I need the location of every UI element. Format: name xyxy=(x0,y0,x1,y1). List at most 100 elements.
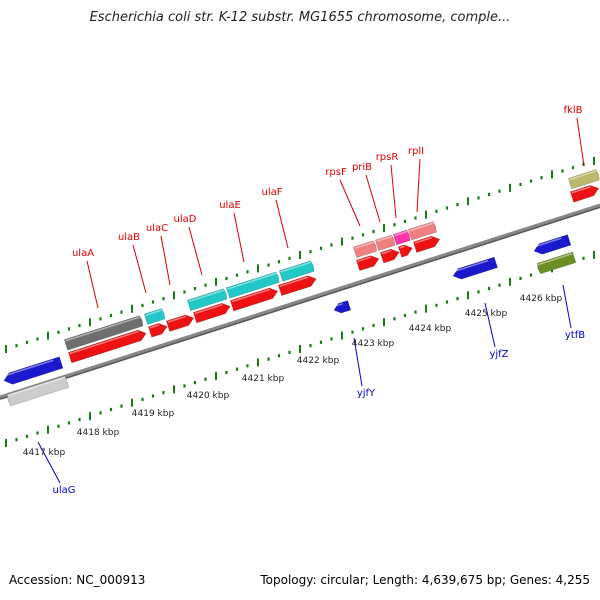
kbp-label: 4422 kbp xyxy=(297,356,340,366)
gene-label-ulaG: ulaG xyxy=(53,485,76,496)
cds-forward-10-highlight xyxy=(571,186,592,194)
kbp-label: 4421 kbp xyxy=(242,374,285,384)
gene-label-fklB-leader xyxy=(576,117,585,167)
kbp-label: 4419 kbp xyxy=(132,409,175,419)
cds-forward-5-highlight xyxy=(279,276,309,287)
gene-ulaD-shape[interactable] xyxy=(186,288,228,312)
topology-label: Topology: circular; Length: 4,639,675 bp… xyxy=(260,573,590,587)
gene-label-rplI: rplI xyxy=(408,146,424,157)
cds-forward-5[interactable] xyxy=(277,274,318,297)
gene-ulaD-highlight xyxy=(188,289,225,303)
gene-label-ulaF-leader xyxy=(275,199,289,249)
gene-rev-right[interactable] xyxy=(532,234,572,257)
kbp-label: 4424 kbp xyxy=(409,324,452,334)
gene-fklB[interactable] xyxy=(567,169,600,190)
gene-label-ulaD: ulaD xyxy=(174,214,197,225)
cds-forward-0[interactable] xyxy=(67,328,148,364)
cds-forward-6-shape[interactable] xyxy=(355,253,380,272)
gene-label-rpsF: rpsF xyxy=(325,167,347,178)
cds-forward-9[interactable] xyxy=(412,234,441,253)
kbp-label: 4417 kbp xyxy=(23,448,66,458)
gene-ulaG-shape[interactable] xyxy=(6,375,70,407)
cds-forward-0-shape[interactable] xyxy=(67,328,148,364)
cds-forward-6[interactable] xyxy=(355,253,380,272)
gene-ulaF-shape[interactable] xyxy=(278,260,315,282)
gene-ulaA-shape[interactable] xyxy=(63,315,144,351)
gene-priB-shape[interactable] xyxy=(374,234,396,251)
gene-priB[interactable] xyxy=(374,234,396,251)
gene-label-ulaB: ulaB xyxy=(118,232,140,243)
cds-forward-3-highlight xyxy=(194,303,223,315)
cds-forward-2-shape[interactable] xyxy=(165,313,195,332)
cds-forward-1-highlight xyxy=(149,324,160,329)
cds-forward-10[interactable] xyxy=(569,183,600,203)
cds-forward-3-shape[interactable] xyxy=(192,301,232,324)
backbone-line xyxy=(0,203,600,399)
gene-yjfY-shape[interactable] xyxy=(332,300,352,314)
gene-rpsR-shape[interactable] xyxy=(392,229,411,246)
gene-rev-left-shape[interactable] xyxy=(2,356,64,387)
gene-label-rpsF-leader xyxy=(339,179,361,227)
cds-forward-1-shape[interactable] xyxy=(147,321,168,338)
gene-ulaG[interactable] xyxy=(6,375,70,407)
cds-forward-9-shape[interactable] xyxy=(412,234,441,253)
gene-yjfZ-shape[interactable] xyxy=(451,256,498,281)
gene-rpsF-shape[interactable] xyxy=(352,240,378,259)
gene-label-fklB: fklB xyxy=(564,105,583,116)
gene-ulaE-highlight xyxy=(227,272,277,290)
gene-priB-highlight xyxy=(376,235,393,242)
kbp-label: 4423 kbp xyxy=(352,339,395,349)
gene-ulaB-shape[interactable] xyxy=(143,308,166,325)
cds-forward-8[interactable] xyxy=(397,243,414,258)
cds-forward-3[interactable] xyxy=(192,301,232,324)
cds-forward-1[interactable] xyxy=(147,321,168,338)
gene-rev-left[interactable] xyxy=(2,356,64,387)
gene-rpsF[interactable] xyxy=(352,240,378,259)
gene-ulaB-highlight xyxy=(145,309,163,316)
gene-fklB-shape[interactable] xyxy=(567,169,600,190)
gene-ulaB[interactable] xyxy=(143,308,166,325)
cds-forward-2[interactable] xyxy=(165,313,195,332)
gene-label-ulaE: ulaE xyxy=(219,200,241,211)
gene-label-ulaC-leader xyxy=(160,235,171,286)
cds-forward-7[interactable] xyxy=(379,247,400,264)
gene-label-ytfB: ytfB xyxy=(565,330,585,341)
gene-yjfZ-highlight xyxy=(452,259,489,273)
cds-forward-4[interactable] xyxy=(229,286,279,312)
cds-forward-6-highlight xyxy=(357,256,372,263)
gene-label-ulaA: ulaA xyxy=(72,248,94,259)
gene-ulaE-shape[interactable] xyxy=(225,271,280,299)
gene-rpsR[interactable] xyxy=(392,229,411,246)
gene-yjfZ[interactable] xyxy=(451,256,498,281)
cds-forward-5-shape[interactable] xyxy=(277,274,318,297)
cds-forward-0-highlight xyxy=(69,330,139,355)
gene-ulaA-highlight xyxy=(65,316,141,342)
gene-label-yjfY-leader xyxy=(353,337,363,387)
gene-ytfB[interactable] xyxy=(536,251,577,275)
gene-rplI-shape[interactable] xyxy=(407,221,437,241)
gene-label-priB: priB xyxy=(352,162,372,173)
cds-forward-10-shape[interactable] xyxy=(569,183,600,203)
gene-ulaD[interactable] xyxy=(186,288,228,312)
gene-label-ulaG-leader xyxy=(37,441,61,484)
cds-forward-4-shape[interactable] xyxy=(229,286,279,312)
cds-forward-7-shape[interactable] xyxy=(379,247,400,264)
kbp-label: 4420 kbp xyxy=(187,391,230,401)
gene-label-rpsR-leader xyxy=(390,164,397,219)
gene-ulaA[interactable] xyxy=(63,315,144,351)
kbp-label: 4426 kbp xyxy=(520,294,563,304)
cds-forward-8-shape[interactable] xyxy=(397,243,414,258)
gene-ulaE[interactable] xyxy=(225,271,280,299)
gene-yjfY[interactable] xyxy=(332,300,352,314)
gene-rplI[interactable] xyxy=(407,221,437,241)
gene-rev-right-shape[interactable] xyxy=(532,234,572,257)
gene-label-rplI-leader xyxy=(416,158,421,213)
gene-ulaF[interactable] xyxy=(278,260,315,282)
gene-label-ytfB-leader xyxy=(562,284,572,329)
gene-rplI-highlight xyxy=(409,222,434,232)
cds-forward-8-highlight xyxy=(399,245,405,249)
gene-ytfB-shape[interactable] xyxy=(536,251,577,275)
gene-label-yjfZ: yjfZ xyxy=(489,349,508,360)
kbp-label: 4425 kbp xyxy=(465,309,508,319)
